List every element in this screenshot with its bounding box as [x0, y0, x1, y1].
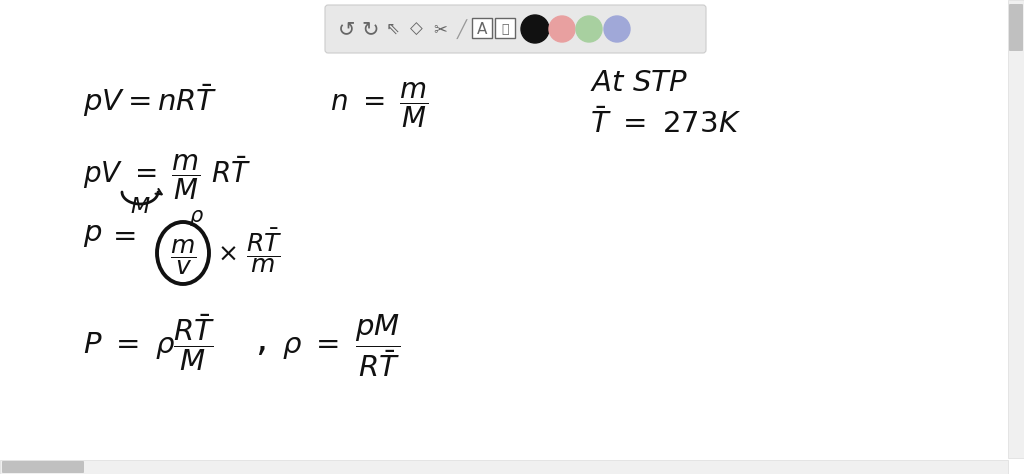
Text: $\dfrac{m}{v}$: $\dfrac{m}{v}$: [170, 237, 197, 277]
Text: $\rho\ =\ \dfrac{pM}{R\bar{T}}$: $\rho\ =\ \dfrac{pM}{R\bar{T}}$: [282, 312, 400, 379]
FancyBboxPatch shape: [495, 18, 515, 38]
Text: $pV = nR\bar{T}$: $pV = nR\bar{T}$: [83, 82, 218, 119]
Text: $P\ =\ \rho\dfrac{R\bar{T}}{M}$: $P\ =\ \rho\dfrac{R\bar{T}}{M}$: [83, 312, 216, 373]
FancyBboxPatch shape: [1008, 0, 1024, 458]
Text: $n\ =\ \dfrac{m}{M}$: $n\ =\ \dfrac{m}{M}$: [330, 80, 429, 130]
Text: $\times\ \dfrac{R\bar{T}}{m}$: $\times\ \dfrac{R\bar{T}}{m}$: [217, 226, 283, 275]
Text: $M$: $M$: [130, 196, 151, 218]
FancyBboxPatch shape: [2, 461, 84, 473]
Text: ↻: ↻: [361, 19, 379, 39]
Text: ╱: ╱: [457, 19, 467, 39]
Text: $=$: $=$: [106, 220, 136, 249]
Circle shape: [549, 16, 575, 42]
Text: $,$: $,$: [255, 320, 265, 358]
Text: A: A: [477, 21, 487, 36]
FancyBboxPatch shape: [0, 460, 1008, 474]
Text: $\bar{T}\ =\ 273K$: $\bar{T}\ =\ 273K$: [590, 108, 741, 139]
FancyBboxPatch shape: [472, 18, 492, 38]
Text: ◇: ◇: [410, 20, 422, 38]
Circle shape: [521, 15, 549, 43]
FancyBboxPatch shape: [1009, 4, 1023, 51]
Circle shape: [604, 16, 630, 42]
Text: ⇖: ⇖: [386, 20, 400, 38]
Text: $At\ STP$: $At\ STP$: [590, 68, 688, 97]
Text: ↺: ↺: [338, 19, 355, 39]
Text: $pV\ =\ \dfrac{m}{M}\ R\bar{T}$: $pV\ =\ \dfrac{m}{M}\ R\bar{T}$: [83, 152, 251, 201]
Text: $p$: $p$: [83, 220, 102, 249]
Text: ✂: ✂: [433, 20, 446, 38]
Circle shape: [575, 16, 602, 42]
FancyBboxPatch shape: [325, 5, 706, 53]
Text: $\rho$: $\rho$: [189, 208, 205, 228]
Text: ⛰: ⛰: [502, 22, 509, 36]
